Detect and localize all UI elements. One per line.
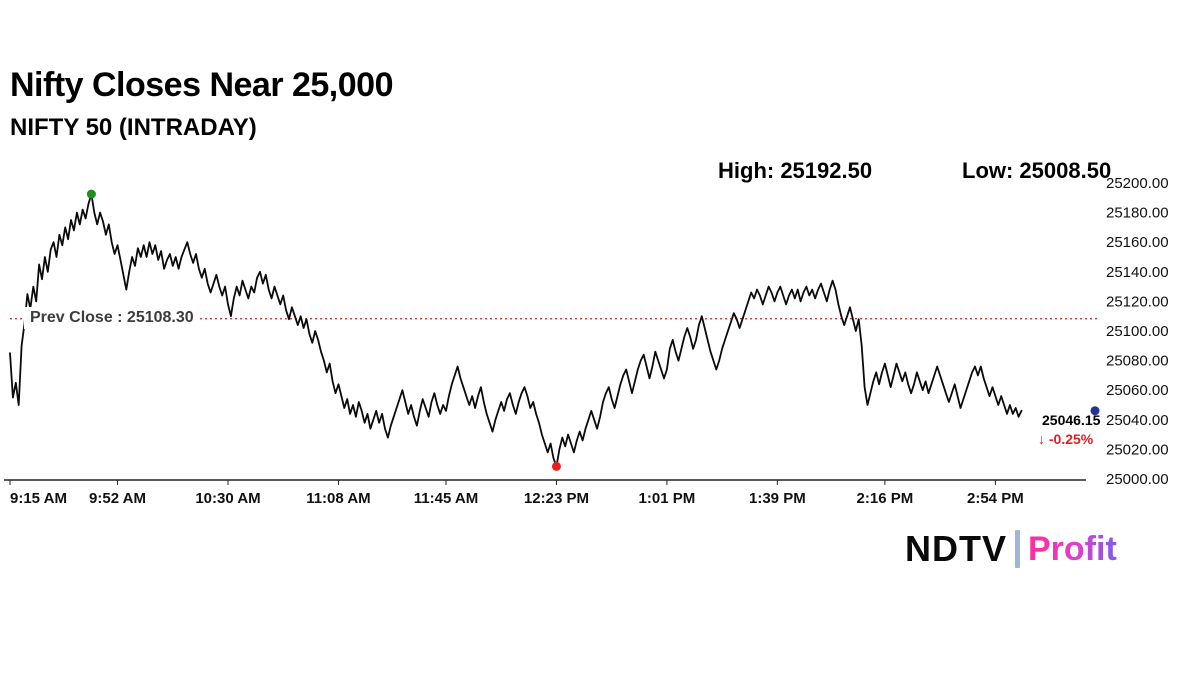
low-marker-dot xyxy=(551,461,561,471)
x-axis-label: 12:23 PM xyxy=(524,490,589,507)
x-axis-label: 1:39 PM xyxy=(749,490,806,507)
chart-subtitle: NIFTY 50 (INTRADAY) xyxy=(10,114,257,141)
prev-close-label: Prev Close : 25108.30 xyxy=(24,307,200,329)
x-axis-label: 2:54 PM xyxy=(967,490,1024,507)
ndtv-profit-logo: NDTV Profit xyxy=(905,528,1117,570)
x-axis-label: 11:45 AM xyxy=(414,490,478,507)
x-axis-label: 11:08 AM xyxy=(306,490,370,507)
high-stat: High: 25192.50 xyxy=(718,158,873,183)
last-change-label: ↓ -0.25% xyxy=(1038,431,1094,447)
y-axis-label: 25040.00 xyxy=(1106,412,1169,429)
y-axis-label: 25120.00 xyxy=(1106,293,1169,310)
x-axis-label: 1:01 PM xyxy=(639,490,696,507)
y-axis-label: 25100.00 xyxy=(1106,323,1169,340)
y-axis-label: 25140.00 xyxy=(1106,264,1169,281)
profit-logo-text: Profit xyxy=(1028,529,1117,568)
last-price-marker-dot xyxy=(1090,406,1100,416)
x-axis-label: 9:15 AM xyxy=(10,490,67,507)
x-axis-label: 9:52 AM xyxy=(89,490,146,507)
x-axis-label: 2:16 PM xyxy=(857,490,914,507)
y-axis-label: 25060.00 xyxy=(1106,382,1169,399)
low-stat: Low: 25008.50 xyxy=(962,158,1112,183)
page-title: Nifty Closes Near 25,000 xyxy=(10,66,393,104)
y-axis-label: 25020.00 xyxy=(1106,441,1169,458)
last-price-label: 25046.15 xyxy=(1042,412,1101,428)
y-axis-label: 25000.00 xyxy=(1106,471,1169,488)
ndtv-logo-text: NDTV xyxy=(905,528,1007,569)
y-axis-label: 25200.00 xyxy=(1106,175,1169,192)
price-line xyxy=(9,193,1023,468)
y-axis-label: 25080.00 xyxy=(1106,353,1169,370)
high-marker-dot xyxy=(86,189,96,199)
logo-divider xyxy=(1015,530,1020,568)
y-axis-label: 25160.00 xyxy=(1106,234,1169,251)
y-axis-label: 25180.00 xyxy=(1106,205,1169,222)
x-axis-label: 10:30 AM xyxy=(195,490,260,507)
